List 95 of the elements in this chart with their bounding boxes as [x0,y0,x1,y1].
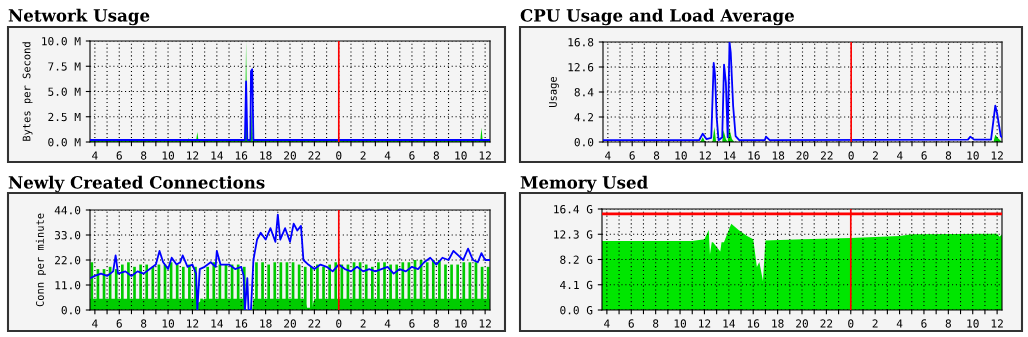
y-tick-label: 16.4 G [554,205,593,214]
x-tick-label: 12 [187,151,199,160]
x-tick-label: 10 [455,151,467,160]
y-tick-label: 2.5 M [48,112,81,122]
x-tick-label: 8 [945,319,951,328]
x-tick-label: 10 [967,151,979,160]
x-tick-label: 8 [945,151,952,160]
x-tick-label: 6 [628,319,634,328]
x-tick-label: 8 [653,151,660,160]
y-tick-label: 12.6 [568,63,594,72]
x-tick-label: 16 [235,319,248,328]
y-tick-label: 8.2 G [560,255,593,264]
x-tick-label: 10 [455,319,467,328]
y-tick-label: 0.0 [574,138,594,147]
x-tick-label: 18 [260,151,272,160]
x-tick-label: 4 [605,151,611,160]
x-tick-label: 14 [724,151,736,160]
y-tick-label: 0.0 G [560,306,593,315]
x-tick-label: 6 [409,319,415,328]
x-tick-label: 20 [284,319,296,328]
y-tick-label: 33.0 [54,231,81,240]
x-tick-label: 14 [723,319,735,328]
x-tick-label: 22 [820,319,833,328]
x-tick-label: 10 [162,151,175,160]
x-tick-label: 12 [699,151,711,160]
x-tick-label: 22 [308,319,321,328]
x-tick-label: 22 [820,151,833,160]
x-tick-label: 20 [796,151,809,160]
x-tick-label: 12 [991,151,1003,160]
x-tick-label: 6 [116,151,122,160]
y-tick-label: 12.3 G [554,230,593,239]
y-tick-label: 0.0 [61,306,81,315]
x-tick-label: 10 [674,319,687,328]
x-tick-label: 8 [653,319,659,328]
x-tick-label: 4 [897,151,903,160]
x-tick-label: 0 [336,151,342,160]
y-tick-label: 7.5 M [48,62,81,71]
x-tick-label: 0 [848,319,854,328]
x-tick-label: 16 [747,319,760,328]
x-tick-label: 16 [748,151,760,160]
y-tick-label: 4.2 [574,113,594,122]
y-tick-label: 0.0 M [48,138,81,147]
x-tick-label: 2 [872,319,878,328]
x-tick-label: 22 [308,151,321,160]
x-tick-label: 14 [211,151,223,160]
x-tick-label: 10 [162,319,175,328]
y-tick-label: 10.0 M [42,37,81,46]
x-tick-label: 8 [141,151,147,160]
x-tick-label: 8 [433,151,439,160]
x-tick-label: 10 [967,319,979,328]
x-tick-label: 0 [336,319,342,328]
y-axis-title: Usage [549,76,559,107]
x-tick-label: 2 [872,151,878,160]
x-tick-label: 8 [433,319,439,328]
x-tick-label: 12 [479,151,491,160]
x-tick-label: 6 [116,319,122,328]
y-axis-title: Bytes per Second [22,42,33,141]
y-tick-label: 4.1 G [560,280,593,290]
x-tick-label: 12 [187,319,199,328]
x-tick-label: 4 [896,319,903,328]
x-tick-label: 12 [699,319,711,328]
y-tick-label: 22.0 [55,256,81,265]
x-tick-label: 12 [479,319,491,328]
y-tick-label: 44.0 [54,206,81,215]
x-tick-label: 14 [211,319,223,328]
y-tick-label: 8.4 [574,88,594,97]
y-tick-label: 11.0 [55,281,81,290]
chart-title: Memory Used [520,175,648,193]
y-tick-label: 5.0 M [48,87,81,96]
x-tick-label: 4 [384,319,391,328]
x-tick-label: 10 [675,151,687,160]
x-tick-label: 18 [772,151,785,160]
chart-title: Newly Created Connections [8,175,265,193]
x-tick-label: 4 [92,319,98,328]
x-tick-label: 18 [260,319,272,328]
x-tick-label: 18 [772,319,784,328]
x-tick-label: 20 [284,151,296,160]
x-tick-label: 20 [796,319,808,328]
chart-title: CPU Usage and Load Average [520,8,795,26]
x-tick-label: 8 [141,319,147,328]
x-tick-label: 6 [409,151,415,160]
x-tick-label: 2 [360,319,366,328]
x-tick-label: 4 [604,319,610,328]
x-tick-label: 12 [991,319,1003,328]
x-tick-label: 4 [92,151,98,160]
y-tick-label: 16.8 [568,38,594,47]
chart-title: Network Usage [8,8,150,26]
x-tick-label: 6 [921,151,927,160]
x-tick-label: 0 [848,151,854,160]
x-tick-label: 6 [921,319,927,328]
x-tick-label: 2 [360,151,366,160]
x-tick-label: 16 [235,151,248,160]
x-tick-label: 4 [384,151,391,160]
x-tick-label: 6 [629,151,635,160]
y-axis-title: Conn per minute [35,213,46,307]
